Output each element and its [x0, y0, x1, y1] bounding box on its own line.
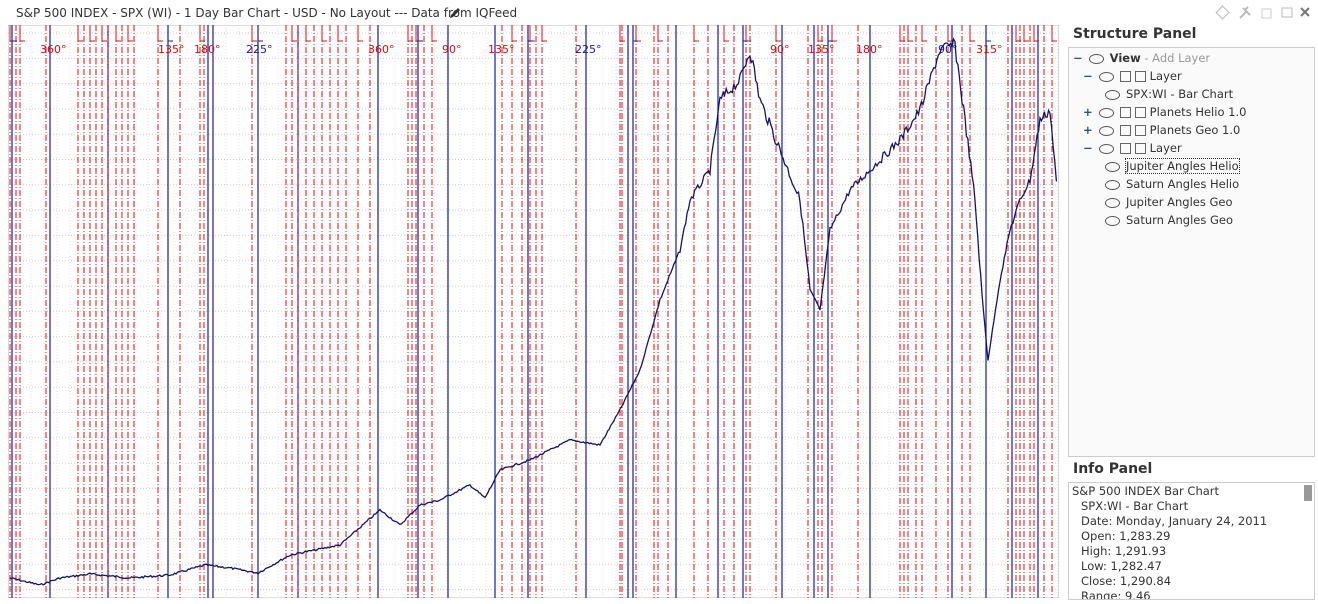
label: Saturn Angles Geo — [1126, 213, 1234, 227]
info-box: S&P 500 INDEX Bar Chart SPX:WI - Bar Char… — [1068, 482, 1315, 600]
angle-label: 90° — [770, 43, 790, 56]
planet-glyph — [527, 29, 533, 42]
window-controls — [1215, 5, 1310, 20]
tree-item[interactable]: SPX:WI - Bar Chart — [1105, 87, 1233, 101]
angle-glyph — [19, 29, 25, 42]
angle-glyph — [251, 29, 257, 42]
planet-glyph — [742, 29, 748, 42]
panel-title: Info Panel — [1073, 461, 1153, 477]
edit-icon[interactable] — [448, 6, 462, 20]
angle-glyph — [817, 29, 823, 42]
structure-tree: − View - Add Layer − Layer SPX:WI - Bar Ch… — [1068, 47, 1315, 457]
planet-glyph — [827, 29, 833, 42]
angle-glyph — [199, 29, 205, 42]
tree-item[interactable]: − Layer — [1083, 141, 1182, 155]
angle-label: 225° — [246, 43, 273, 56]
hint[interactable]: - Add Layer — [1144, 51, 1211, 65]
angle-glyph — [127, 29, 133, 42]
planet-glyph — [985, 29, 991, 42]
angle-label: 180° — [856, 43, 883, 56]
price-line — [9, 37, 1058, 586]
chart-title: S&P 500 INDEX - SPX (WI) - 1 Day Bar Cha… — [16, 6, 518, 20]
planet-glyph — [257, 29, 263, 42]
angle-glyph — [115, 29, 121, 42]
label: Saturn Angles Helio — [1126, 177, 1240, 191]
tree-item[interactable]: − View - Add Layer — [1073, 51, 1211, 65]
angle-glyph — [969, 29, 975, 42]
panel-title: Structure Panel — [1073, 26, 1197, 42]
angle-label: 225° — [575, 43, 602, 56]
angle-glyph — [77, 29, 83, 42]
info-line: High: 1,291.93 — [1081, 544, 1167, 558]
chart: 360° 135° 180° 225° 360° 90° 135° 225° 90° 135° 18… — [8, 25, 1059, 598]
label: SPX:WI - Bar Chart — [1126, 87, 1234, 101]
label: Layer — [1149, 69, 1182, 83]
angle-glyph — [1033, 29, 1039, 42]
tree-item[interactable]: Jupiter Angles Geo — [1105, 195, 1233, 209]
tree-item[interactable]: − Layer — [1083, 69, 1182, 83]
planet-glyph — [417, 29, 423, 42]
label: View — [1109, 51, 1141, 65]
maximize[interactable] — [1281, 7, 1293, 18]
info-line: Open: 1,283.29 — [1081, 529, 1171, 543]
tree-item[interactable]: Saturn Angles Helio — [1105, 177, 1239, 191]
angle-glyph — [511, 29, 517, 42]
planet-glyph — [11, 29, 17, 42]
angle-glyph — [321, 29, 327, 42]
angle-glyph — [723, 29, 729, 42]
angle-glyph — [291, 29, 297, 42]
angle-label: 135° — [808, 43, 835, 56]
info-line: Close: 1,290.84 — [1081, 574, 1172, 588]
pin[interactable] — [1239, 6, 1251, 19]
angle-glyph — [657, 29, 663, 42]
angle-label: 135° — [488, 43, 515, 56]
angle-glyph — [541, 29, 547, 42]
angle-label: 360° — [368, 43, 395, 56]
angle-glyph — [619, 29, 625, 42]
angle-glyph — [947, 29, 953, 42]
angle-glyph — [1015, 29, 1021, 42]
info-line: S&P 500 INDEX Bar Chart — [1072, 484, 1220, 498]
angle-label: 360° — [40, 43, 67, 56]
tree-item[interactable]: + Planets Helio 1.0 — [1083, 105, 1247, 119]
label: Layer — [1149, 141, 1182, 155]
icon[interactable] — [1261, 8, 1272, 19]
info-line: Date: Monday, January 24, 2011 — [1081, 514, 1268, 528]
angle-glyph — [337, 29, 343, 42]
icon[interactable] — [1215, 5, 1230, 20]
tree-item[interactable]: + Planets Geo 1.0 — [1083, 123, 1241, 137]
angle-glyph — [899, 29, 905, 42]
label: Planets Helio 1.0 — [1149, 105, 1247, 119]
angle-glyph — [907, 29, 913, 42]
angle-glyph — [921, 29, 927, 42]
label: Planets Geo 1.0 — [1149, 123, 1241, 137]
angle-glyph — [89, 29, 95, 42]
info-line: SPX:WI - Bar Chart — [1081, 499, 1189, 513]
angle-glyph — [305, 29, 311, 42]
tree-item[interactable]: Jupiter Angles Helio — [1105, 158, 1240, 174]
label: Jupiter Angles Helio — [1125, 158, 1240, 174]
tree-item[interactable]: Saturn Angles Geo — [1105, 213, 1233, 227]
angle-glyph — [101, 29, 107, 42]
angle-glyph — [1051, 29, 1057, 42]
angle-glyph — [431, 29, 437, 42]
label: Jupiter Angles Geo — [1126, 195, 1233, 209]
angle-glyph — [693, 29, 699, 42]
close[interactable] — [1300, 7, 1310, 17]
scrollbar[interactable] — [1304, 485, 1312, 501]
angle-label: 315° — [976, 43, 1003, 56]
planet-glyph — [632, 29, 638, 42]
angle-glyph — [357, 29, 363, 42]
angle-glyph — [157, 29, 163, 42]
angle-glyph — [1023, 29, 1029, 42]
angle-glyph — [407, 29, 413, 42]
angle-glyph — [775, 29, 781, 42]
angle-label: 135° — [158, 43, 185, 56]
planet-glyph — [167, 29, 173, 42]
angle-label: 90° — [442, 43, 462, 56]
info-line: Low: 1,282.47 — [1081, 559, 1162, 573]
info-line: Range: 9.46 — [1081, 589, 1151, 600]
angle-label: 180° — [194, 43, 221, 56]
